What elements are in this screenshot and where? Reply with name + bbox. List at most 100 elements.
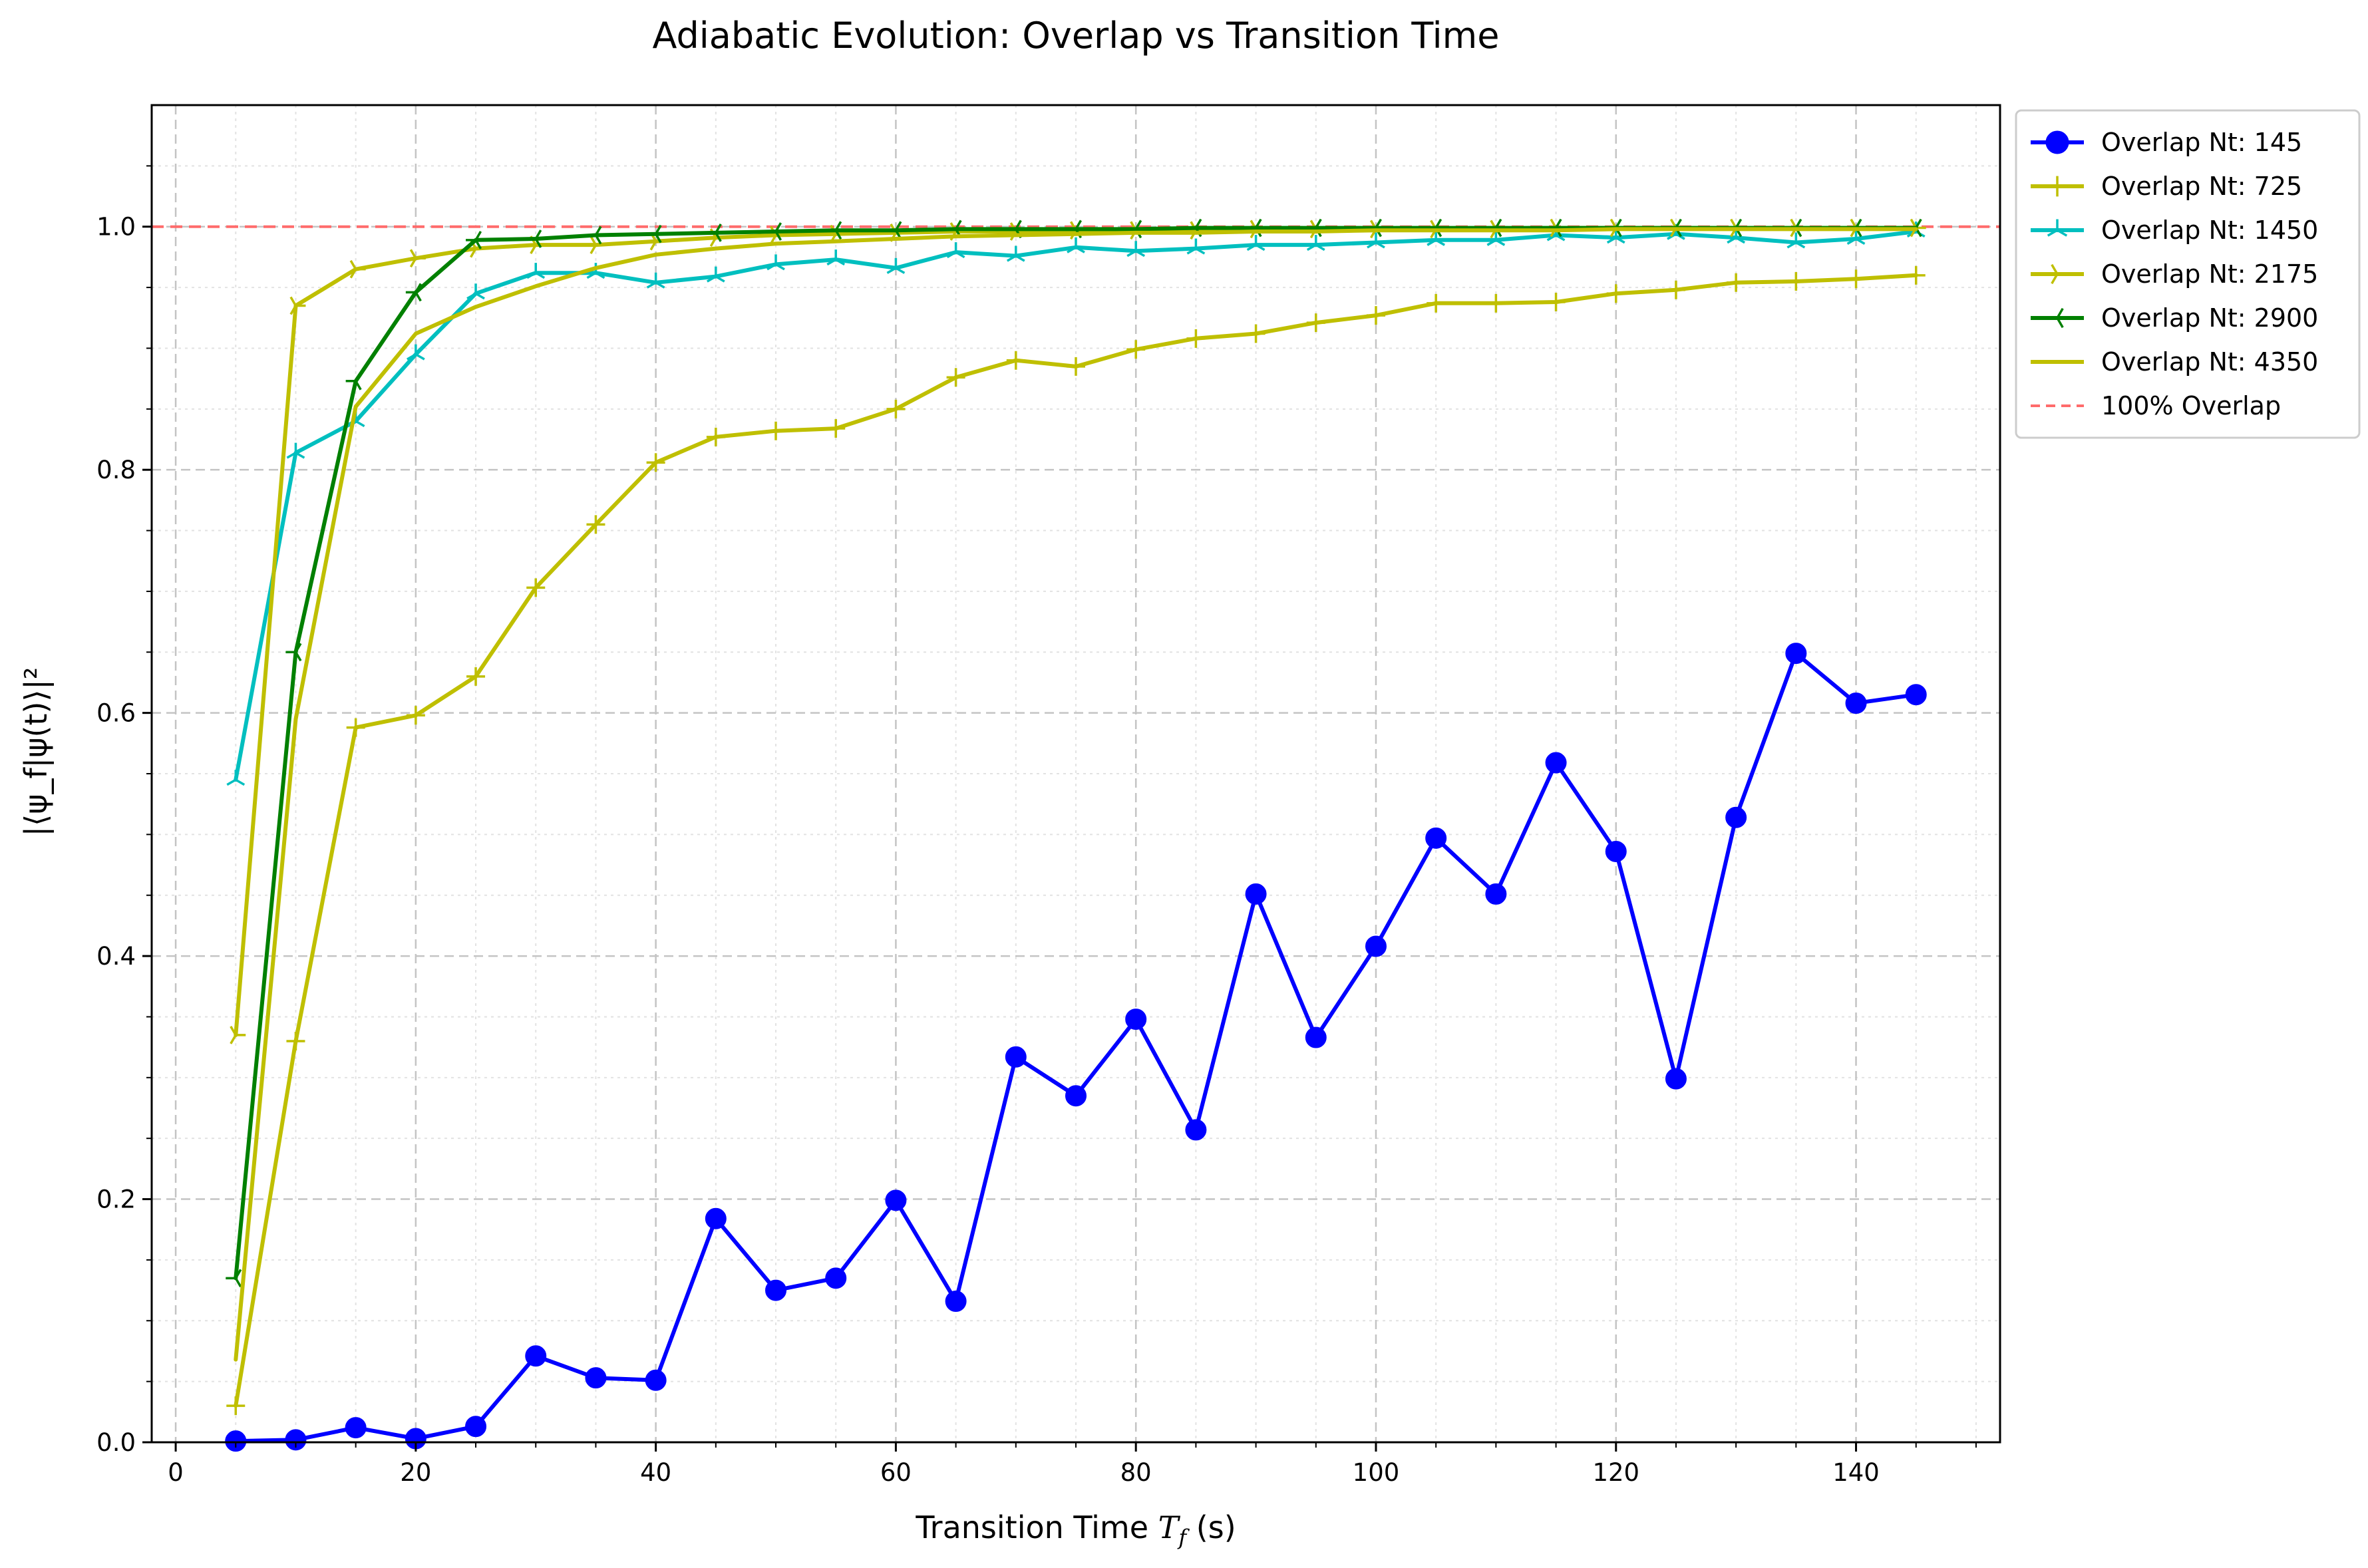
data-point-tri — [1126, 241, 1146, 257]
data-point-plus — [1366, 306, 1385, 325]
data-point-plus — [2047, 176, 2068, 197]
data-point-circle — [885, 1189, 907, 1211]
data-point-tri — [586, 226, 602, 245]
x-tick-label: 100 — [1353, 1458, 1400, 1487]
data-point-circle — [2045, 130, 2069, 154]
data-point-circle — [465, 1416, 487, 1438]
data-point-tri — [405, 283, 422, 302]
x-tick-label: 120 — [1592, 1458, 1639, 1487]
y-tick-label: 0.6 — [96, 699, 136, 728]
data-point-tri — [1367, 232, 1385, 249]
data-point-plus — [1846, 269, 1866, 289]
data-point-plus — [586, 515, 605, 534]
data-point-plus — [1186, 329, 1206, 348]
data-point-plus — [946, 368, 965, 387]
x-axis-label-var: T — [1158, 1509, 1181, 1545]
data-point-plus — [1606, 284, 1625, 303]
data-point-circle — [1485, 883, 1507, 905]
data-point-plus — [466, 667, 486, 686]
data-point-tri — [466, 230, 482, 249]
data-point-plus — [1067, 357, 1085, 376]
data-point-circle — [705, 1207, 727, 1229]
data-point-plus — [1486, 293, 1506, 313]
data-point-plus — [1427, 293, 1446, 313]
data-point-circle — [1125, 1009, 1147, 1030]
data-point-tri — [1186, 238, 1206, 255]
data-point-tri — [466, 283, 485, 300]
data-point-tri — [226, 770, 246, 786]
chart-title: Adiabatic Evolution: Overlap vs Transiti… — [652, 15, 1499, 57]
data-point-tri — [526, 230, 542, 248]
data-point-circle — [945, 1291, 967, 1313]
data-point-tri — [1786, 232, 1806, 249]
data-point-tri — [406, 344, 425, 361]
legend-item-5: Overlap Nt: 2900 — [2031, 303, 2318, 333]
data-point-tri — [526, 263, 546, 279]
data-point-tri — [946, 242, 965, 259]
data-point-tri — [345, 371, 362, 391]
data-point-tri — [289, 296, 306, 315]
data-point-tri — [285, 643, 302, 662]
data-point-plus — [706, 427, 725, 446]
data-point-tri — [705, 223, 722, 242]
series-layer — [225, 218, 1927, 1452]
data-point-circle — [765, 1279, 787, 1301]
data-point-circle — [525, 1345, 547, 1367]
data-point-circle — [1725, 806, 1747, 828]
legend-label: Overlap Nt: 1450 — [2101, 216, 2318, 245]
x-axis-ticks: 0 20 40 60 80 100 120 140 — [168, 1442, 1977, 1487]
data-point-plus — [1126, 340, 1146, 359]
data-point-plus — [1306, 313, 1325, 333]
data-point-plus — [406, 706, 425, 725]
data-point-tri — [349, 259, 366, 279]
data-point-tri — [2051, 263, 2069, 285]
data-point-circle — [1905, 684, 1927, 706]
legend-label: Overlap Nt: 4350 — [2101, 347, 2318, 377]
data-point-plus — [1246, 324, 1266, 343]
y-tick-label: 0.0 — [96, 1428, 136, 1457]
legend-label: Overlap Nt: 2175 — [2101, 259, 2318, 289]
data-point-tri — [590, 235, 606, 255]
data-point-plus — [1786, 271, 1806, 291]
data-point-plus — [526, 578, 546, 597]
data-point-plus — [346, 718, 365, 737]
data-point-circle — [1665, 1068, 1687, 1090]
data-point-circle — [1065, 1085, 1087, 1107]
legend-item-6: Overlap Nt: 4350 — [2031, 347, 2318, 377]
legend: Overlap Nt: 145 Overlap Nt: 725 Overlap Nt… — [2015, 109, 2361, 439]
data-point-tri — [1306, 235, 1325, 251]
data-point-circle — [1185, 1119, 1207, 1141]
data-point-circle — [345, 1417, 367, 1439]
data-point-tri — [1067, 237, 1085, 253]
legend-frame — [2015, 109, 2361, 439]
data-point-tri — [230, 1025, 246, 1044]
data-point-tri — [2047, 219, 2068, 237]
data-point-plus — [766, 421, 786, 440]
data-point-circle — [1005, 1046, 1027, 1068]
data-point-tri — [886, 257, 906, 274]
series-line — [234, 227, 1918, 1362]
data-point-plus — [1546, 293, 1566, 312]
data-point-plus — [226, 1396, 246, 1416]
minor-gridlines — [152, 105, 2000, 1442]
data-point-circle — [1545, 752, 1567, 774]
legend-label: Overlap Nt: 145 — [2101, 128, 2302, 157]
data-point-circle — [825, 1267, 847, 1289]
legend-item-1: Overlap Nt: 145 — [2031, 128, 2302, 157]
data-point-circle — [1305, 1026, 1327, 1048]
series-2 — [226, 265, 1926, 1416]
legend-item-7: 100% Overlap — [2031, 391, 2281, 420]
data-point-circle — [1605, 840, 1627, 862]
data-point-tri — [766, 254, 785, 271]
y-tick-label: 1.0 — [96, 213, 136, 241]
y-tick-label: 0.2 — [96, 1185, 136, 1214]
data-point-circle — [1845, 693, 1867, 714]
y-axis-label: |⟨ψ_f|ψ(t)⟩|² — [18, 667, 55, 837]
data-point-tri — [409, 249, 426, 268]
x-tick-label: 20 — [400, 1458, 431, 1487]
data-point-tri — [286, 442, 305, 459]
data-point-plus — [886, 399, 906, 418]
legend-label: 100% Overlap — [2101, 391, 2281, 420]
data-point-tri — [645, 224, 662, 243]
